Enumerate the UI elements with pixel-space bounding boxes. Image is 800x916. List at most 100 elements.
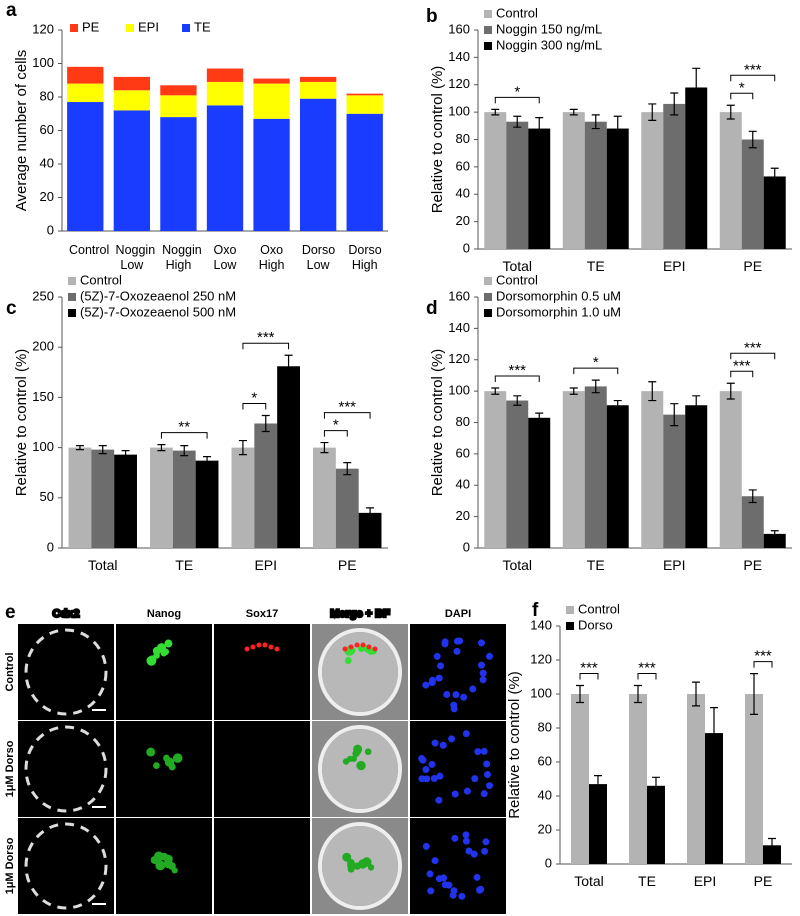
- error-bar: [726, 382, 735, 400]
- micrograph: [116, 624, 212, 720]
- column-label: DAPI: [445, 608, 471, 620]
- sox17-cell: [274, 646, 280, 652]
- y-tick-label: 0: [47, 539, 54, 554]
- dapi-nucleus: [482, 838, 490, 846]
- y-tick-label: 0: [545, 855, 552, 870]
- legend-swatch: [68, 293, 76, 301]
- dapi-nucleus: [469, 685, 477, 693]
- x-tick-label: PE: [743, 557, 762, 573]
- legend-swatch: [566, 606, 574, 614]
- micrograph: [18, 624, 114, 720]
- legend-label: TE: [194, 19, 211, 34]
- bar: [647, 785, 665, 864]
- bar-segment: [206, 68, 244, 82]
- dapi-nucleus: [481, 847, 489, 855]
- legend-label: Control: [496, 5, 538, 20]
- significance-bracket: [573, 367, 619, 375]
- y-tick-label: 60: [538, 753, 552, 768]
- y-axis-label: Relative to control (%): [429, 66, 446, 214]
- bar-segment: [253, 118, 290, 231]
- bar-segment: [299, 76, 337, 82]
- y-tick-label: 120: [448, 351, 470, 366]
- significance-label: ***: [733, 357, 751, 374]
- bar: [231, 447, 255, 548]
- legend-swatch: [566, 622, 574, 630]
- embryo-outline: [24, 628, 108, 716]
- error-bar: [748, 489, 757, 504]
- significance-bracket: [637, 673, 657, 680]
- x-tick-label: Total: [502, 258, 532, 274]
- sox17-cell: [372, 646, 378, 652]
- sox17-cell: [268, 644, 274, 650]
- significance-bracket: [494, 96, 540, 104]
- y-tick-label: 40: [40, 155, 54, 170]
- dapi-nucleus: [422, 681, 430, 689]
- error-bar: [569, 387, 578, 395]
- bar-segment: [299, 81, 337, 99]
- bar: [629, 694, 647, 864]
- error-bar: [648, 103, 657, 121]
- nanog-cell: [342, 758, 350, 765]
- error-bar: [569, 108, 578, 116]
- error-bar: [709, 707, 718, 760]
- error-bar: [491, 108, 500, 116]
- y-tick-label: 100: [448, 383, 470, 398]
- significance-bracket: [494, 375, 540, 382]
- y-tick-label: 60: [456, 445, 470, 460]
- bar: [506, 400, 529, 548]
- embryo-outline: [318, 725, 402, 813]
- legend-swatch: [484, 277, 492, 285]
- bar-segment: [206, 81, 244, 106]
- error-bar: [593, 775, 602, 794]
- x-tick-label: Noggin Low: [115, 243, 156, 272]
- nanog-cell: [155, 860, 166, 871]
- legend-label: Dorsomorphin 0.5 uM: [496, 288, 621, 303]
- dapi-nucleus: [451, 834, 459, 842]
- error-bar: [767, 837, 776, 853]
- dapi-nucleus: [479, 676, 487, 684]
- panel-label: e: [5, 602, 16, 623]
- error-bar: [692, 681, 701, 707]
- legend-swatch: [70, 24, 78, 32]
- sox17-cell: [348, 644, 354, 650]
- error-bar: [261, 414, 270, 433]
- y-tick-label: 100: [530, 685, 552, 700]
- legend-swatch: [68, 309, 76, 317]
- dapi-nucleus: [440, 874, 448, 882]
- dapi-nucleus: [470, 850, 478, 858]
- bar: [589, 784, 607, 864]
- nanog-cell: [367, 864, 375, 871]
- row-label: Control: [4, 652, 16, 691]
- significance-label: ***: [580, 660, 598, 677]
- legend-label: Dorso: [578, 617, 613, 632]
- y-tick-label: 140: [448, 320, 470, 335]
- dapi-nucleus: [453, 647, 461, 655]
- bar-segment: [67, 102, 104, 232]
- significance-label: *: [514, 83, 520, 100]
- y-tick-label: 120: [32, 21, 54, 36]
- dapi-nucleus: [422, 842, 430, 850]
- error-bar: [491, 387, 500, 395]
- dapi-nucleus: [435, 796, 443, 804]
- bar: [763, 176, 786, 249]
- bar: [506, 121, 529, 249]
- y-axis-label: Average number of cells: [13, 50, 30, 211]
- bar: [606, 405, 629, 548]
- bar: [663, 414, 686, 548]
- column-label: Nanog: [147, 608, 181, 620]
- bar: [114, 454, 137, 548]
- y-tick-label: 140: [448, 49, 470, 64]
- micrograph: [18, 818, 114, 914]
- legend-label: Control: [80, 272, 122, 287]
- dapi-nucleus: [477, 639, 485, 647]
- embryo-outline: [318, 628, 402, 716]
- dapi-nucleus: [473, 873, 481, 881]
- nanog-cell: [146, 655, 157, 666]
- nanog-cell: [342, 852, 352, 862]
- x-tick-label-box: Control: [69, 243, 109, 257]
- error-bar: [157, 443, 166, 452]
- error-bar: [692, 67, 701, 108]
- bar: [719, 112, 742, 249]
- legend-swatch: [484, 42, 492, 50]
- x-tick-label-box: Oxo High: [259, 243, 285, 272]
